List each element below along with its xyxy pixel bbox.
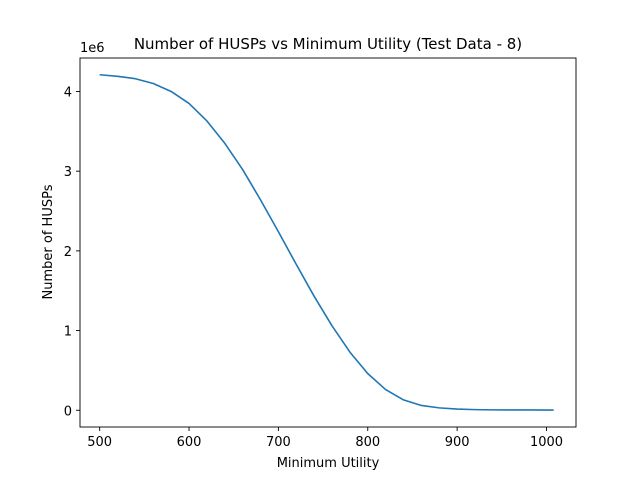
x-tick-label-700: 700: [266, 435, 291, 450]
plot-area: 500 600 700 800 900 1000 0 1 2 3 4: [64, 57, 577, 450]
chart-title: Number of HUSPs vs Minimum Utility (Test…: [134, 35, 522, 53]
y-tick-label-2: 2: [64, 245, 72, 260]
x-axis-label: Minimum Utility: [277, 456, 380, 471]
x-tick-label-600: 600: [177, 435, 202, 450]
x-tick-label-900: 900: [445, 435, 470, 450]
y-tick-label-3: 3: [64, 165, 72, 180]
y-tick-label-1: 1: [64, 325, 72, 340]
x-tick-label-500: 500: [87, 435, 112, 450]
x-tick-label-1000: 1000: [530, 435, 563, 450]
y-axis-offset-label: 1e6: [80, 41, 105, 56]
y-tick-label-4: 4: [64, 85, 72, 100]
x-tick-label-800: 800: [355, 435, 380, 450]
y-axis-label: Number of HUSPs: [41, 184, 56, 299]
y-tick-label-0: 0: [64, 404, 72, 419]
series-line-0: [99, 73, 554, 411]
plot-frame: [79, 57, 577, 428]
